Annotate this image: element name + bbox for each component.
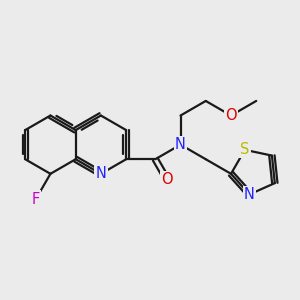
Text: N: N	[95, 166, 106, 181]
Text: N: N	[175, 137, 186, 152]
Text: O: O	[225, 108, 237, 123]
Text: O: O	[161, 172, 173, 187]
Text: S: S	[240, 142, 250, 157]
Text: F: F	[32, 191, 40, 206]
Text: N: N	[244, 187, 255, 202]
